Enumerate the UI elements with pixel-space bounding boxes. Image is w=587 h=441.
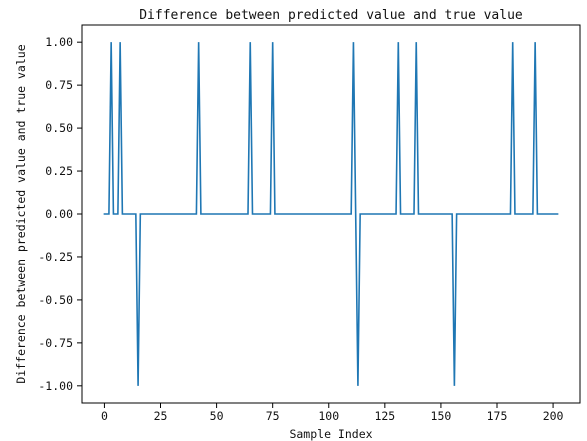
series-layer bbox=[103, 42, 559, 386]
x-tick-label: 0 bbox=[101, 409, 108, 423]
x-axis-label: Sample Index bbox=[289, 427, 372, 441]
y-axis-label: Difference between predicted value and t… bbox=[14, 44, 28, 383]
series-line-1 bbox=[103, 42, 559, 386]
y-tick-label: -0.75 bbox=[38, 336, 73, 350]
y-tick-label: 0.75 bbox=[45, 78, 73, 92]
plot-frame bbox=[81, 24, 581, 404]
x-tick-label: 75 bbox=[266, 409, 280, 423]
y-tick-label: -0.25 bbox=[38, 250, 73, 264]
x-tick-label: 25 bbox=[154, 409, 168, 423]
x-tick-label: 175 bbox=[487, 409, 508, 423]
y-tick-label: 0.25 bbox=[45, 164, 73, 178]
x-axis-ticks: 0 25 50 75 100 125 150 175 200 bbox=[101, 403, 564, 423]
x-tick-label: 50 bbox=[210, 409, 224, 423]
y-tick-label: 1.00 bbox=[45, 35, 73, 49]
x-tick-label: 125 bbox=[374, 409, 395, 423]
y-tick-label: -0.50 bbox=[38, 293, 73, 307]
chart-title: Difference between predicted value and t… bbox=[139, 8, 523, 23]
x-tick-label: 100 bbox=[318, 409, 339, 423]
y-axis-ticks: -1.00 -0.75 -0.50 -0.25 0.00 0.25 0.50 0.75 1.00 bbox=[38, 35, 82, 393]
y-tick-label: 0.50 bbox=[45, 121, 73, 135]
y-tick-label: 0.00 bbox=[45, 207, 73, 221]
x-tick-label: 150 bbox=[431, 409, 452, 423]
y-tick-label: -1.00 bbox=[38, 379, 73, 393]
x-tick-label: 200 bbox=[543, 409, 564, 423]
